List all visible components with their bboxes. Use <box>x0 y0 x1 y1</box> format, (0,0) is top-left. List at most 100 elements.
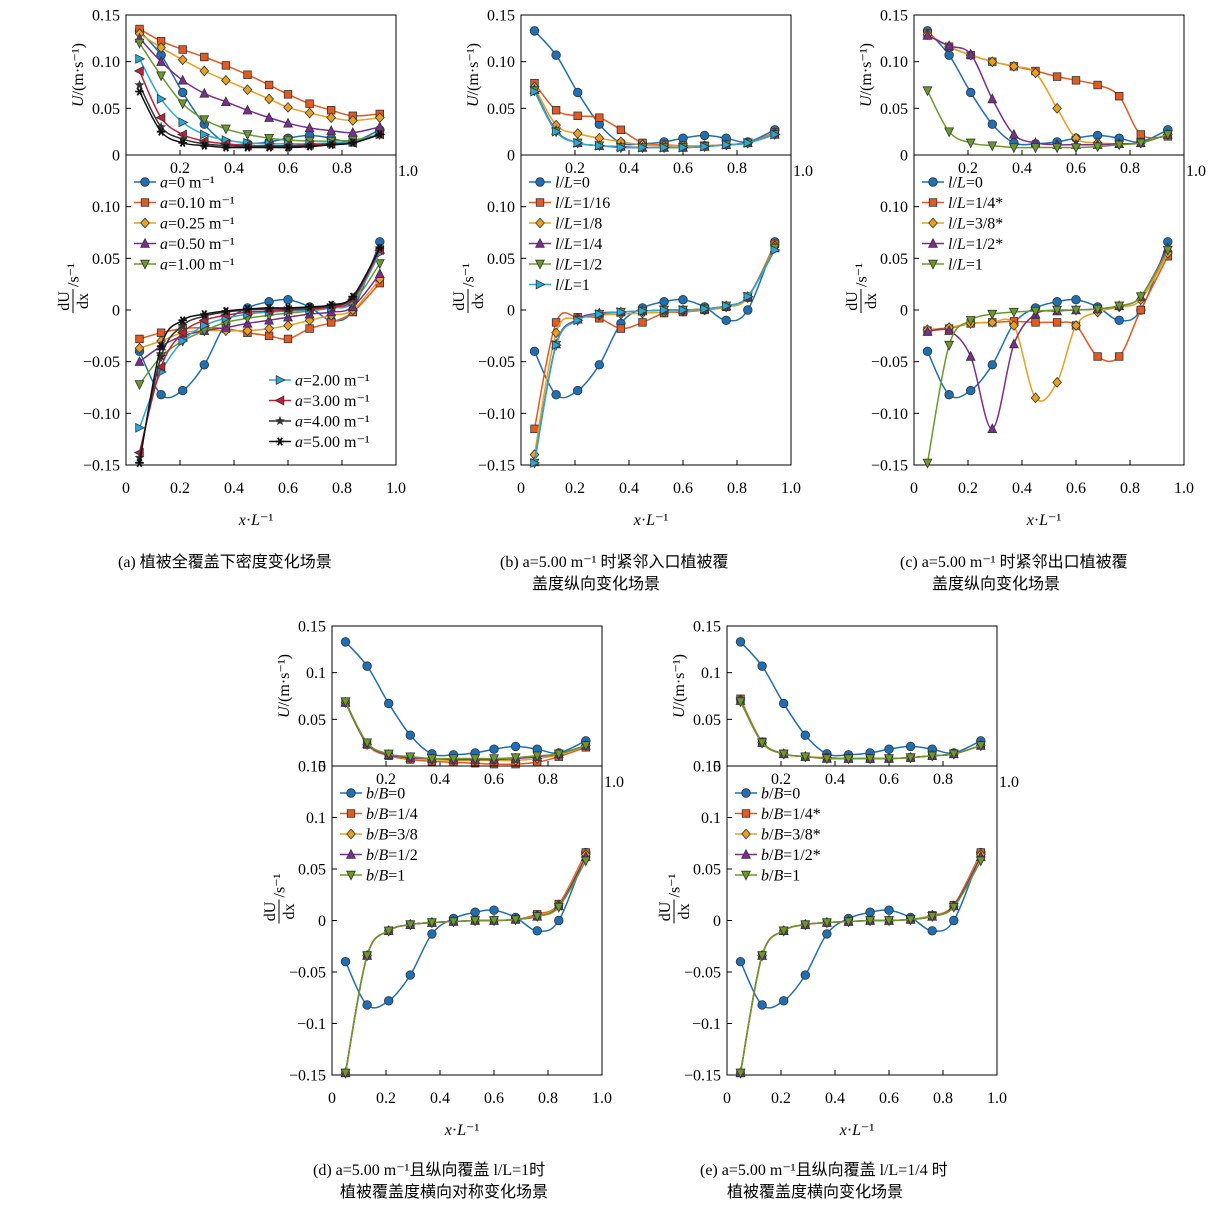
panel-a-bottom-ytick-label: −0.15 <box>83 458 120 475</box>
panel-e-bottom-ytick-label: −0.1 <box>692 1016 721 1033</box>
panel-c-top-series-0 <box>922 26 1173 149</box>
panel-c-top-point <box>1052 143 1063 154</box>
panel-a-bottom-point <box>374 259 385 270</box>
panel-a-top-point <box>283 90 293 99</box>
panel-c-bottom-point <box>1071 294 1081 305</box>
panel-a-bottom-ytick-label: −0.05 <box>83 354 120 371</box>
panel-b-bottom-ytick-label: 0.05 <box>487 251 515 268</box>
panel-c-top-ytick-label: 0.10 <box>880 54 908 71</box>
panel-a-top-series-2 <box>134 28 385 126</box>
panel-e-top-point <box>779 698 789 709</box>
panel-d-top-series-line <box>344 702 587 761</box>
panel-d-legend-4: b/B=1 <box>366 868 405 885</box>
panel-b-top-point <box>573 87 583 98</box>
panel-b-legend: l/L=0 l/L=1/16 l/L=1/8 l/L=1/4 l/L=1/2 l/L=1 <box>529 175 610 294</box>
panel-a-top-point <box>133 66 144 76</box>
panel-a-top-point <box>348 138 358 148</box>
panel-b-bottom-point <box>530 457 541 468</box>
panel-e-top-point <box>800 752 811 763</box>
panel-a-top-point <box>156 127 166 136</box>
panel-d-top-series-0 <box>340 637 591 760</box>
panel-c-bottom-ytick-label: −0.15 <box>871 458 908 475</box>
panel-a-top-point <box>178 138 187 148</box>
panel-b-bottom-xtick-label: 0.6 <box>673 480 693 497</box>
panel-a-bottom-point <box>264 323 274 334</box>
panel-c-legend-marker <box>928 217 938 229</box>
panel-a-legend-marker <box>275 375 286 385</box>
panel-d-bottom-point <box>405 970 416 980</box>
panel-c-bottom-point <box>944 340 955 351</box>
panel-a-bottom-xtick-label: 0 <box>122 480 130 497</box>
panel-a-bottom-point <box>156 390 166 400</box>
panel-a-top-point <box>243 143 252 152</box>
panel-d-top-point <box>510 741 521 752</box>
panel-a-top-point <box>221 61 231 70</box>
panel-d-ylabel-numerator: dU <box>262 901 279 921</box>
panel-c-bottom-point <box>966 385 976 396</box>
panel-d-top-ytick-label: 0.05 <box>298 712 326 729</box>
panel-a-legend-1: a=0.10 m⁻¹ <box>160 195 235 212</box>
panel-d-top-ylabel: U/(m·s⁻¹) <box>276 654 293 718</box>
panel-c-bottom-xtick-label: 0.6 <box>1066 480 1086 497</box>
panel-b-bottom-point <box>573 385 583 396</box>
panel-c-top-point <box>1092 142 1103 153</box>
panel-b-top-point <box>595 140 605 151</box>
panel-d-top-point <box>362 738 373 749</box>
caption-e-line2: 植被覆盖度横向变化场景 <box>727 1184 904 1201</box>
panel-e-top-point <box>905 741 916 752</box>
panel-d-top-point <box>532 751 543 762</box>
panel-c-bottom-point <box>987 360 998 370</box>
panel-c: 00.050.100.150.2 0.4 0.6 0.8 1.0−0.15−0.10−0… <box>844 8 1206 530</box>
panel-e-bottom-point <box>884 916 894 927</box>
panel-d-bottom-ytick-label: −0.05 <box>289 965 326 982</box>
panel-c-top-point <box>922 29 933 40</box>
panel-a-top-series-6 <box>133 66 385 151</box>
panel-d-bottom-ytick-label: 0.05 <box>298 862 326 879</box>
panel-a-bottom-point <box>199 360 210 370</box>
panel-b-top-point <box>659 142 670 153</box>
panel-a-top-point <box>264 111 275 122</box>
panel-e-bottom-series-line <box>739 852 982 1074</box>
panel-a-bottom-series-line <box>138 247 381 464</box>
panel-d-bottom-xtick-label: 0.8 <box>538 1090 558 1107</box>
panel-b-top-series-0 <box>529 26 780 149</box>
panel-a-top-point <box>326 140 336 149</box>
panel-c-top-xtick-label: 0.4 <box>1012 160 1032 177</box>
panel-c-top-point <box>1030 143 1041 154</box>
panel-a-bottom-point <box>242 325 253 337</box>
panel-d-bottom-xtick-label: 0.4 <box>430 1090 450 1107</box>
panel-a-bottom-point <box>264 303 274 313</box>
panel-a-bottom-point <box>326 300 336 310</box>
panel-e-bottom-point <box>949 915 959 926</box>
panel-a-bottom-point <box>134 355 145 366</box>
panel-e-top-point <box>821 754 832 765</box>
panel-a-top-xtick-label: 0.6 <box>278 160 298 177</box>
panel-b-ylabel-numerator: dU <box>451 291 468 311</box>
panel-e-top-point <box>865 754 876 765</box>
panel-a-top-point <box>200 52 209 62</box>
panel-e-bottom-point <box>865 916 876 927</box>
panel-a-top-point <box>264 133 275 144</box>
panel-a-bottom-point <box>305 302 314 312</box>
panel-e-top-point <box>884 744 894 754</box>
panel-c-bottom-point <box>1030 306 1041 317</box>
panel-e-top-point <box>927 751 938 762</box>
panel-a-top-point <box>177 87 188 98</box>
panel-a-top-point <box>134 79 145 90</box>
panel-e-bottom-point <box>757 951 768 962</box>
panel-a-top-point <box>304 107 315 119</box>
panel-d-legend-0: b/B=0 <box>366 786 405 803</box>
panel-e-top-series-line <box>739 700 982 760</box>
panel-e-top-point <box>735 637 746 647</box>
panel-e-legend-marker <box>741 809 751 818</box>
panel-c-top-point <box>1093 80 1102 90</box>
panel-d-bottom-point <box>553 902 564 913</box>
panel-a-top-point <box>220 124 231 135</box>
panel-e-legend-4: b/B=1 <box>761 868 800 885</box>
panel-a-bottom-xtick-label: 0.2 <box>170 480 190 497</box>
panel-c-bottom-ytick-label: 0.05 <box>880 251 908 268</box>
panel-b-top-point <box>551 126 562 137</box>
panel-d-top-point <box>448 754 459 765</box>
panel-d-top-point <box>426 754 437 765</box>
